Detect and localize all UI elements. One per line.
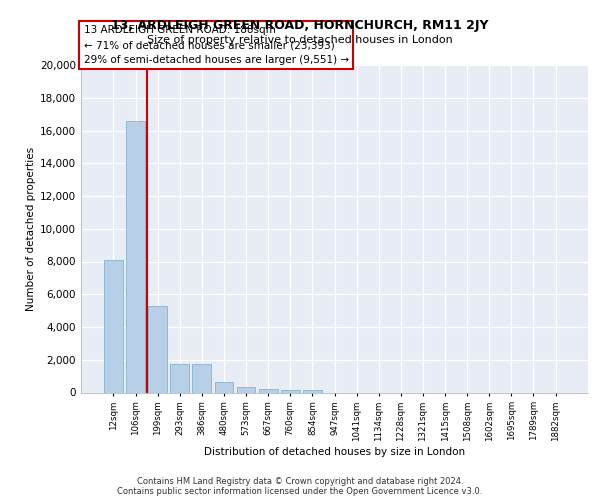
Bar [170, 364, 189, 392]
Bar [193, 364, 211, 392]
Bar [259, 389, 278, 392]
Bar [126, 120, 145, 392]
Bar [104, 260, 123, 392]
Text: Contains public sector information licensed under the Open Government Licence v3: Contains public sector information licen… [118, 487, 482, 496]
Bar [148, 306, 167, 392]
Bar [215, 382, 233, 392]
Text: 13, ARDLEIGH GREEN ROAD, HORNCHURCH, RM11 2JY: 13, ARDLEIGH GREEN ROAD, HORNCHURCH, RM1… [111, 19, 489, 32]
Bar [236, 387, 256, 392]
Text: Contains HM Land Registry data © Crown copyright and database right 2024.: Contains HM Land Registry data © Crown c… [137, 477, 463, 486]
Text: 13 ARDLEIGH GREEN ROAD: 188sqm
← 71% of detached houses are smaller (23,393)
29%: 13 ARDLEIGH GREEN ROAD: 188sqm ← 71% of … [83, 26, 349, 65]
Y-axis label: Number of detached properties: Number of detached properties [26, 146, 36, 311]
Bar [281, 390, 299, 392]
X-axis label: Distribution of detached houses by size in London: Distribution of detached houses by size … [204, 448, 465, 458]
Text: Size of property relative to detached houses in London: Size of property relative to detached ho… [147, 35, 453, 45]
Bar [303, 390, 322, 392]
